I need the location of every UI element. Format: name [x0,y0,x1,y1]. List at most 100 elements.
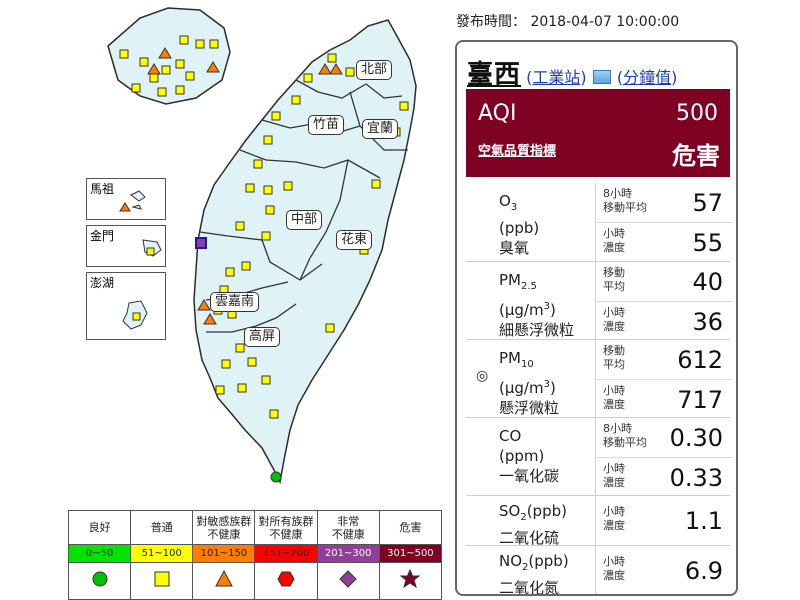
kinmen-island [142,239,162,257]
aqi-label: AQI [478,101,517,126]
circle-icon [92,571,108,587]
reading-label: 8小時 移動平均 [603,187,647,214]
legend-name-good: 良好 [67,509,132,546]
pollutant-divider [595,546,596,594]
reading-label: 小時 濃度 [603,227,625,254]
good-station-marker [270,471,282,483]
diamond-icon [339,570,357,588]
taiwan-island [193,19,417,485]
reading-row: 小時 濃度 55 [595,222,733,261]
reading-label: 移動 平均 [603,344,625,371]
penghu-inset[interactable]: 澎湖 [86,272,166,340]
pollutant-divider [595,340,596,417]
matsu-inset[interactable]: 馬祖 [86,178,166,220]
minute-value-link[interactable]: (分鐘值) [616,68,678,87]
reading-label: 移動 平均 [603,266,625,293]
reading-value: 6.9 [684,557,723,585]
legend-range-moderate: 51~100 [130,544,194,563]
reading-label: 小時 濃度 [603,555,625,582]
aqi-index-link[interactable]: 空氣品質指標 [478,144,557,159]
region-label-yunchianan[interactable]: 雲嘉南 [210,292,260,312]
reading-value: 0.30 [669,424,723,452]
aqi-summary-box: AQI 500 空氣品質指標 危害 [466,89,730,177]
legend-symbol-good [67,561,132,600]
aqi-status: 危害 [672,142,720,170]
legend-name-very-unhealthy: 非常 不健康 [316,509,380,546]
legend-range-sensitive: 101~150 [192,544,256,563]
penghu-label: 澎湖 [90,276,115,290]
pollutant-no2-name: NO2(ppb) 二氧化氮 [499,552,569,596]
reading-value: 1.1 [684,507,723,535]
minute-value-link-text[interactable]: 分鐘值 [623,68,672,87]
pollutant-so2-name: SO2(ppb) 二氧化硫 [499,502,567,547]
pollutant-divider [595,262,596,339]
region-label-central[interactable]: 中部 [286,210,323,230]
region-label-yilan[interactable]: 宜蘭 [362,119,399,139]
taixi-station-marker[interactable] [195,237,207,249]
chart-icon[interactable] [592,70,611,84]
reading-row: 小時 濃度 717 [595,379,733,418]
region-label-hualien-taitung[interactable]: 花東 [336,230,373,250]
legend-symbol-unhealthy [254,561,318,600]
reading-value: 717 [677,386,723,414]
station-header: 臺西 (工業站) (分鐘值) [467,54,677,91]
industrial-station-link-text[interactable]: 工業站 [532,68,581,87]
region-label-hsinchu-miaoli[interactable]: 竹苗 [308,115,345,135]
region-label-north[interactable]: 北部 [356,60,393,80]
pollutant-no2: NO2(ppb) 二氧化氮 小時 濃度 6.9 [466,546,733,596]
legend-name-unhealthy: 對所有族群 不健康 [254,509,318,546]
pollutant-pm25: PM2.5 (μg/m3) 細懸浮微粒 移動 平均 40 小時 濃度 36 [466,262,733,340]
matsu-label: 馬祖 [90,182,115,196]
reading-row: 小時 濃度 1.1 [595,501,733,540]
region-label-kaoping[interactable]: 高屏 [244,327,281,347]
legend-symbol-moderate [130,561,194,600]
star-icon [399,568,421,589]
pm10-primary-marker: ◎ [476,368,489,384]
reading-value: 40 [692,268,723,296]
legend-symbol-very-unhealthy [316,561,380,600]
legend-range-very-unhealthy: 201~300 [316,544,380,563]
reading-row: 8小時 移動平均 0.30 [595,418,733,457]
reading-label: 小時 濃度 [603,505,625,532]
publish-time: 發布時間： 2018-04-07 10:00:00 [456,14,680,30]
reading-value: 36 [692,308,723,336]
reading-row: 小時 濃度 0.33 [595,457,733,496]
reading-label: 小時 濃度 [603,306,625,333]
reading-label: 8小時 移動平均 [603,422,647,449]
legend-name-sensitive: 對敏感族群 不健康 [192,509,256,546]
reading-value: 55 [692,229,723,257]
station-panel: 臺西 (工業站) (分鐘值) AQI 500 空氣品質指標 危害 O3 (ppb… [455,40,738,596]
legend-name-hazardous: 危害 [378,509,443,546]
aqi-legend: 良好 普通 對敏感族群 不健康 對所有族群 不健康 非常 不健康 危害 0~50 51… [67,509,443,600]
industrial-station-link[interactable]: (工業站) [526,68,587,87]
station-name[interactable]: 臺西 [467,60,522,90]
reading-label: 小時 濃度 [603,384,625,411]
aqi-value: 500 [676,101,718,126]
square-icon [154,571,170,587]
legend-symbol-sensitive [192,561,256,600]
penghu-island [122,300,148,330]
reading-row: 移動 平均 612 [595,340,733,379]
reading-label: 小時 濃度 [603,462,625,489]
reading-row: 8小時 移動平均 57 [595,183,733,222]
pollutant-co-name: CO (ppm) 一氧化碳 [499,427,560,485]
pollutant-divider [595,496,596,545]
reading-row: 移動 平均 40 [595,262,733,301]
pollutant-co: CO (ppm) 一氧化碳 8小時 移動平均 0.30 小時 濃度 0.33 [466,418,733,496]
legend-range-hazardous: 301~500 [378,544,443,563]
taiwan-map [107,7,417,485]
pollutant-divider [595,418,596,495]
kinmen-inset[interactable]: 金門 [86,225,166,267]
reading-row: 小時 濃度 36 [595,301,733,340]
kinmen-label: 金門 [90,229,115,243]
legend-range-unhealthy: 151~200 [254,544,318,563]
reading-row: 小時 濃度 6.9 [595,551,733,590]
reading-value: 0.33 [669,464,723,492]
pollutant-o3-name: O3 (ppb) 臭氧 [499,192,540,257]
station-markers [119,35,409,419]
reading-value: 612 [677,346,723,374]
reading-value: 57 [692,189,723,217]
matsu-island [119,190,146,212]
legend-range-good: 0~50 [67,544,132,563]
legend-symbol-hazardous [378,561,443,600]
